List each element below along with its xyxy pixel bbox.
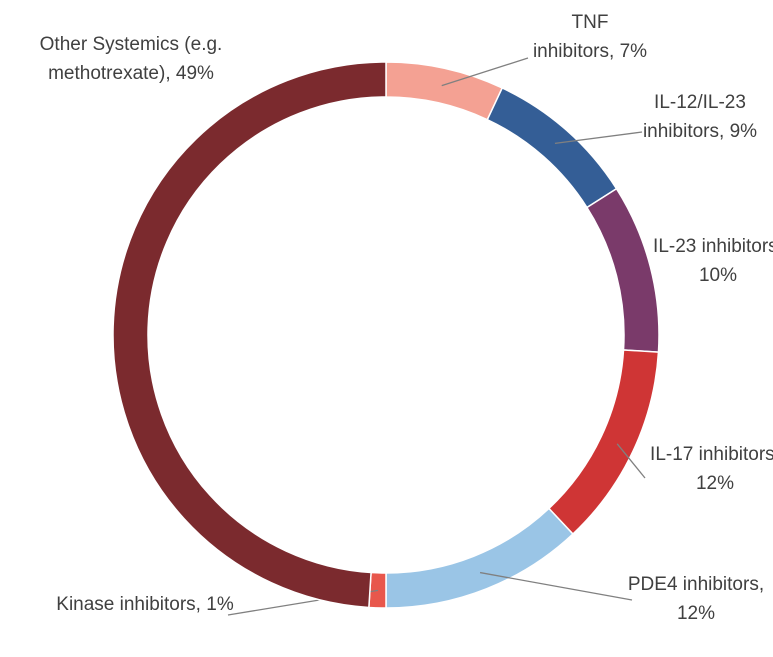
slice-value: 9% bbox=[729, 121, 758, 142]
donut-slice bbox=[486, 86, 618, 209]
leader-line bbox=[479, 571, 633, 601]
data-label: Other Systemics (e.g. methotrexate), 49% bbox=[0, 30, 262, 88]
slice-name: IL-23 inhibitors, bbox=[653, 236, 773, 257]
data-label: Kinase inhibitors, 1% bbox=[45, 590, 245, 619]
leader-line bbox=[441, 57, 529, 87]
donut-slice bbox=[385, 507, 574, 609]
donut-slice bbox=[112, 61, 387, 609]
data-label: IL-17 inhibitors, 12% bbox=[645, 440, 773, 498]
leader-line bbox=[616, 443, 646, 479]
data-label: PDE4 inhibitors, 12% bbox=[626, 570, 766, 628]
leader-line bbox=[554, 131, 643, 144]
data-label: IL-23 inhibitors, 10% bbox=[648, 232, 773, 290]
slice-name: Kinase inhibitors, bbox=[56, 594, 201, 615]
slice-value: 12% bbox=[695, 473, 735, 494]
slice-value: 49% bbox=[175, 63, 214, 84]
slice-value: 1% bbox=[206, 594, 234, 615]
donut-slice bbox=[385, 61, 504, 121]
slice-value: 10% bbox=[698, 265, 738, 286]
slice-name: TNF inhibitors, bbox=[532, 12, 615, 62]
data-label: IL-12/IL-23 inhibitors, 9% bbox=[630, 88, 770, 146]
slice-value: 12% bbox=[676, 603, 716, 624]
donut-slice bbox=[547, 349, 660, 536]
slice-name: IL-17 inhibitors, bbox=[650, 444, 773, 465]
data-label: TNF inhibitors, 7% bbox=[530, 8, 650, 66]
slice-name: IL-12/IL-23 inhibitors, bbox=[642, 92, 746, 142]
slice-name: PDE4 inhibitors, bbox=[627, 574, 765, 595]
slice-name: Other Systemics (e.g. methotrexate), bbox=[39, 34, 223, 84]
slice-value: 7% bbox=[619, 41, 648, 62]
